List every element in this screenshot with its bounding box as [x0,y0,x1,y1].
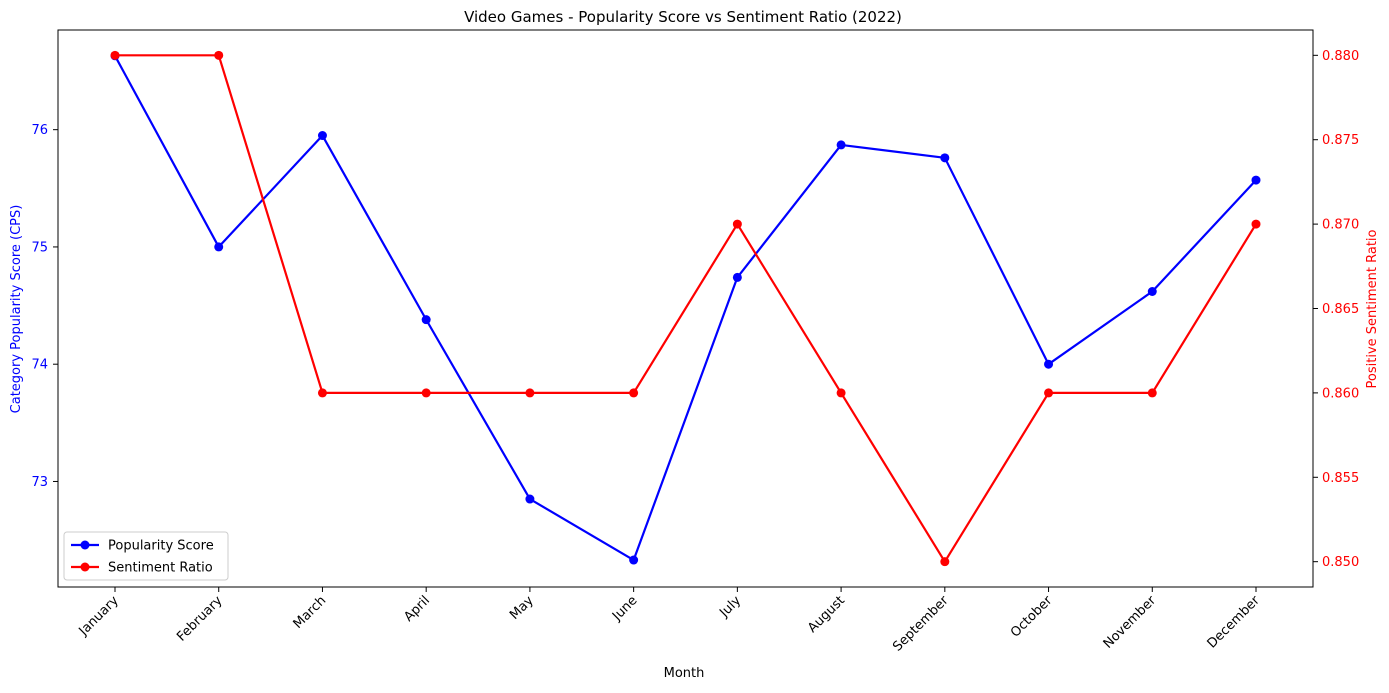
y-tick-label-right: 0.855 [1322,471,1359,486]
y-tick-label-left: 74 [31,358,48,373]
popularity-score-point [421,315,431,325]
y-tick-label-right: 0.850 [1322,555,1359,570]
x-tick-label: February [174,593,226,645]
sentiment-ratio-point [732,219,742,229]
x-tick-label: October [1008,593,1056,641]
y-tick-label-right: 0.860 [1322,386,1359,401]
chart-title: Video Games - Popularity Score vs Sentim… [464,8,902,26]
y-tick-label-left: 73 [31,475,48,490]
y-tick-label-right: 0.870 [1322,218,1359,233]
x-tick-label: December [1205,593,1264,652]
sentiment-ratio-line [115,54,1257,563]
y-tick-label-left: 75 [31,240,48,255]
popularity-score-point [836,140,846,150]
legend-sentiment-ratio-marker [80,562,90,572]
sentiment-ratio-point [110,50,120,60]
x-tick-label: January [76,593,122,639]
y-tick-label-right: 0.865 [1322,302,1359,317]
legend-box [63,531,229,581]
sentiment-ratio-point [940,557,950,567]
popularity-score-point [629,555,639,565]
x-tick-label: March [291,593,330,632]
y-axis-label-right: Positive Sentiment Ratio [1365,229,1380,388]
popularity-score-point [1044,359,1054,369]
plot-area: January February March April May June July Augu… [31,29,1359,655]
sentiment-ratio-point [421,388,431,398]
popularity-score-point [317,131,327,141]
x-tick-label: May [507,593,537,623]
sentiment-ratio-point [836,388,846,398]
popularity-score-point [525,494,535,504]
sentiment-ratio-point [629,388,639,398]
x-tick-label: April [401,593,433,625]
x-tick-label: August [805,593,848,636]
legend: Popularity Score Sentiment Ratio [63,531,229,581]
popularity-score-point [1251,175,1261,185]
y-axis-label-left: Category Popularity Score (CPS) [9,205,24,414]
y-tick-label-right: 0.875 [1322,133,1359,148]
sentiment-ratio-point [1044,388,1054,398]
popularity-score-point [214,242,224,252]
popularity-score-point [1147,286,1157,296]
sentiment-ratio-point [214,50,224,60]
sentiment-ratio-point [317,388,327,398]
x-axis-label: Month [664,666,705,681]
legend-popularity-score-label: Popularity Score [108,539,214,554]
sentiment-ratio-point [1251,219,1261,229]
x-tick-label: July [716,593,744,621]
y-tick-label-left: 76 [31,123,48,138]
popularity-score-point [940,153,950,163]
y-tick-label-right: 0.880 [1322,49,1359,64]
popularity-score-point [732,272,742,282]
sentiment-ratio-point [1147,388,1157,398]
sentiment-ratio-point [525,388,535,398]
legend-popularity-score-marker [80,540,90,550]
x-tick-label: November [1101,593,1160,652]
legend-sentiment-ratio-label: Sentiment Ratio [108,561,213,576]
popularity-score-line [114,55,1257,562]
x-tick-label: September [890,593,952,655]
x-tick-label: June [609,593,640,624]
